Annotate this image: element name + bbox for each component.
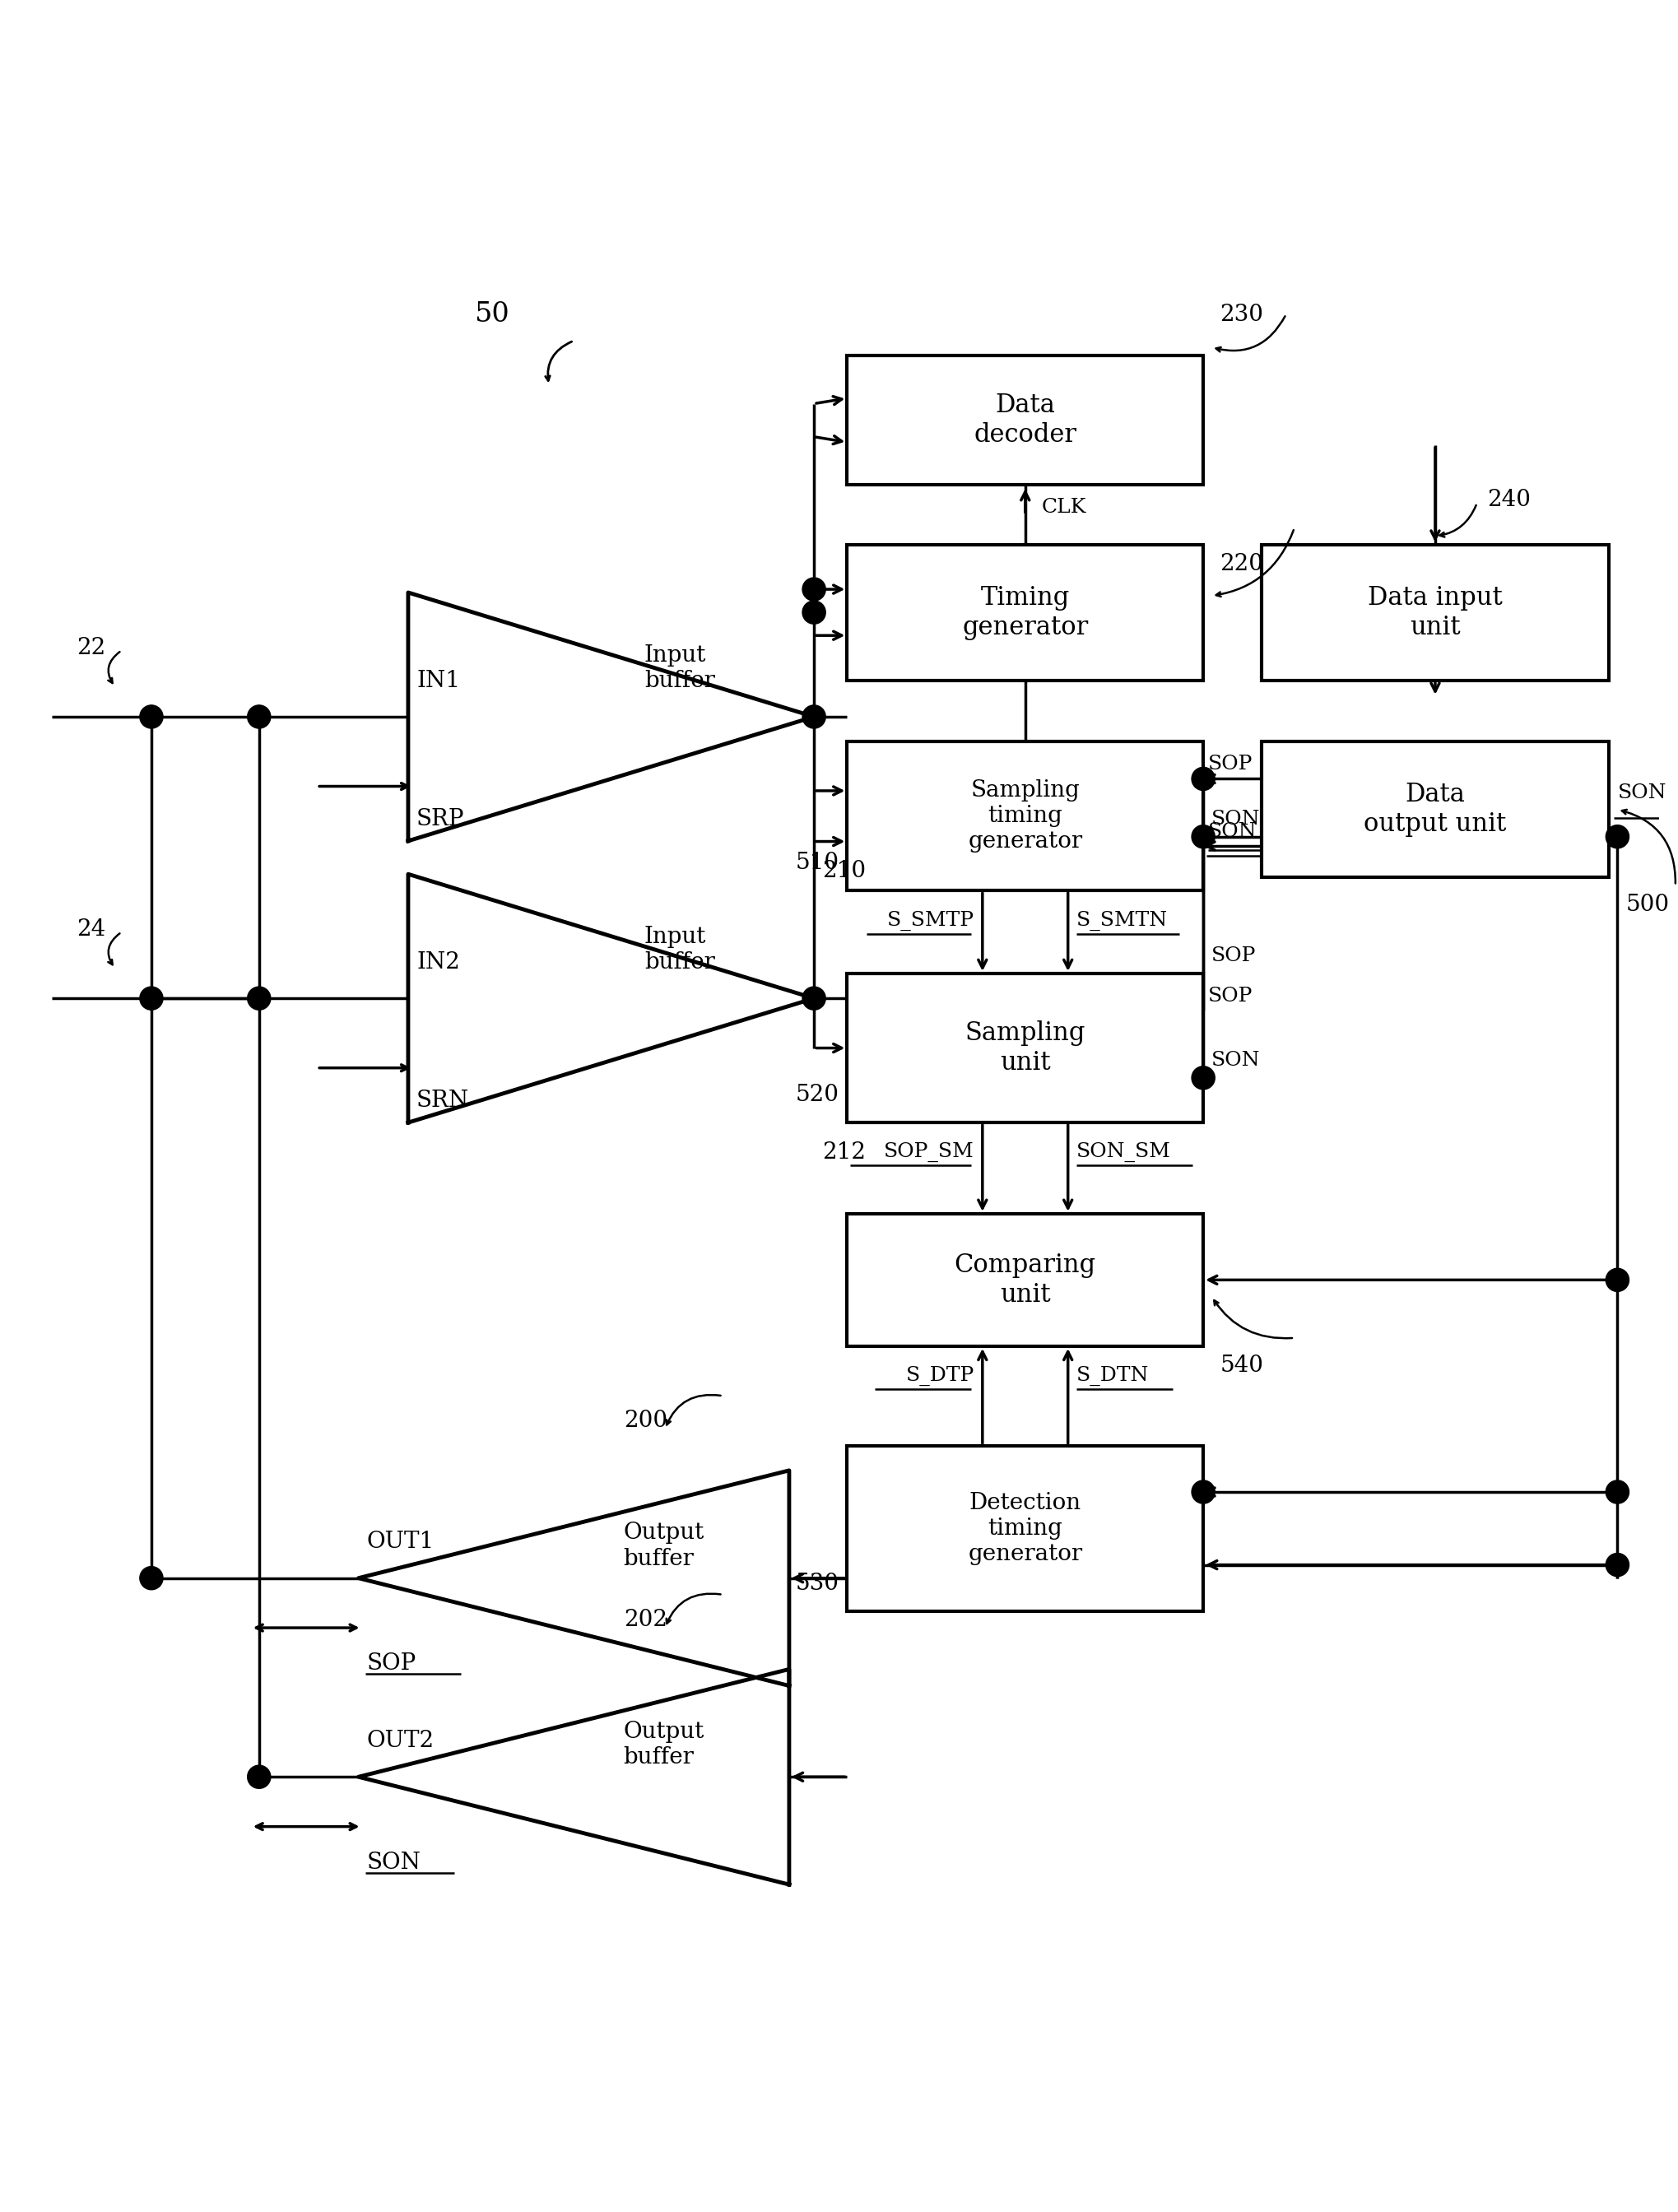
- Text: 212: 212: [822, 1141, 866, 1164]
- Text: OUT1: OUT1: [366, 1531, 435, 1553]
- Text: 22: 22: [77, 637, 106, 659]
- Circle shape: [1191, 768, 1215, 790]
- Bar: [847, 1447, 1203, 1610]
- Bar: [847, 1214, 1203, 1347]
- Text: SOP: SOP: [1208, 754, 1252, 774]
- Text: 240: 240: [1487, 489, 1530, 511]
- Circle shape: [247, 1765, 270, 1790]
- Bar: [847, 544, 1203, 681]
- Text: Detection
timing
generator: Detection timing generator: [968, 1491, 1082, 1566]
- Text: SON: SON: [366, 1851, 421, 1874]
- Circle shape: [802, 987, 826, 1011]
- Text: 220: 220: [1220, 553, 1264, 575]
- Circle shape: [1191, 825, 1215, 847]
- Text: Output
buffer: Output buffer: [623, 1522, 705, 1571]
- Text: 210: 210: [822, 860, 866, 883]
- Circle shape: [802, 706, 826, 728]
- Bar: [1260, 741, 1608, 878]
- Text: SON: SON: [1616, 783, 1666, 803]
- Circle shape: [139, 987, 163, 1011]
- Circle shape: [1191, 1480, 1215, 1504]
- Text: S_SMTN: S_SMTN: [1076, 911, 1168, 931]
- Text: SOP: SOP: [366, 1652, 416, 1674]
- Bar: [847, 741, 1203, 891]
- Text: Input
buffer: Input buffer: [644, 644, 715, 692]
- Text: SON_SM: SON_SM: [1076, 1141, 1170, 1161]
- Circle shape: [1606, 1553, 1628, 1577]
- Text: Data
output unit: Data output unit: [1363, 783, 1505, 836]
- Circle shape: [802, 577, 826, 602]
- Text: 230: 230: [1220, 303, 1264, 325]
- Circle shape: [247, 987, 270, 1011]
- Text: Output
buffer: Output buffer: [623, 1721, 705, 1770]
- Text: IN2: IN2: [416, 951, 460, 973]
- Circle shape: [1606, 825, 1628, 847]
- Text: 202: 202: [623, 1608, 666, 1630]
- Circle shape: [802, 602, 826, 624]
- Text: SON: SON: [1212, 1051, 1260, 1071]
- Text: Input
buffer: Input buffer: [644, 925, 715, 973]
- Text: 520: 520: [795, 1084, 839, 1106]
- Text: 540: 540: [1220, 1354, 1264, 1376]
- Text: 24: 24: [77, 918, 106, 940]
- Text: SRP: SRP: [416, 807, 465, 830]
- Circle shape: [247, 706, 270, 728]
- Text: SRN: SRN: [416, 1091, 470, 1113]
- Circle shape: [139, 706, 163, 728]
- Text: SOP: SOP: [1208, 987, 1252, 1006]
- Circle shape: [139, 1566, 163, 1590]
- Text: 530: 530: [795, 1573, 839, 1595]
- Text: SOP: SOP: [1212, 947, 1255, 964]
- Text: Sampling
unit: Sampling unit: [965, 1020, 1086, 1075]
- Bar: [847, 973, 1203, 1121]
- Bar: [847, 356, 1203, 484]
- Circle shape: [1606, 1480, 1628, 1504]
- Text: Comparing
unit: Comparing unit: [953, 1252, 1096, 1307]
- Text: Timing
generator: Timing generator: [961, 584, 1087, 639]
- Text: OUT2: OUT2: [366, 1730, 435, 1752]
- Text: IN1: IN1: [416, 670, 460, 692]
- Text: SOP_SM: SOP_SM: [883, 1141, 973, 1161]
- Text: 200: 200: [623, 1409, 666, 1431]
- Text: Data input
unit: Data input unit: [1368, 584, 1502, 639]
- Text: 50: 50: [475, 301, 510, 327]
- Text: 510: 510: [795, 852, 839, 874]
- Circle shape: [1191, 1066, 1215, 1091]
- Text: 500: 500: [1624, 894, 1668, 916]
- Text: S_DTP: S_DTP: [904, 1367, 973, 1387]
- Text: Data
decoder: Data decoder: [973, 394, 1076, 447]
- Text: SON: SON: [1208, 823, 1257, 841]
- Text: S_SMTP: S_SMTP: [886, 911, 973, 931]
- Circle shape: [1606, 1267, 1628, 1292]
- Text: Sampling
timing
generator: Sampling timing generator: [968, 779, 1082, 854]
- Text: S_DTN: S_DTN: [1076, 1367, 1148, 1387]
- Text: SON: SON: [1212, 810, 1260, 827]
- Text: CLK: CLK: [1042, 498, 1086, 518]
- Bar: [1260, 544, 1608, 681]
